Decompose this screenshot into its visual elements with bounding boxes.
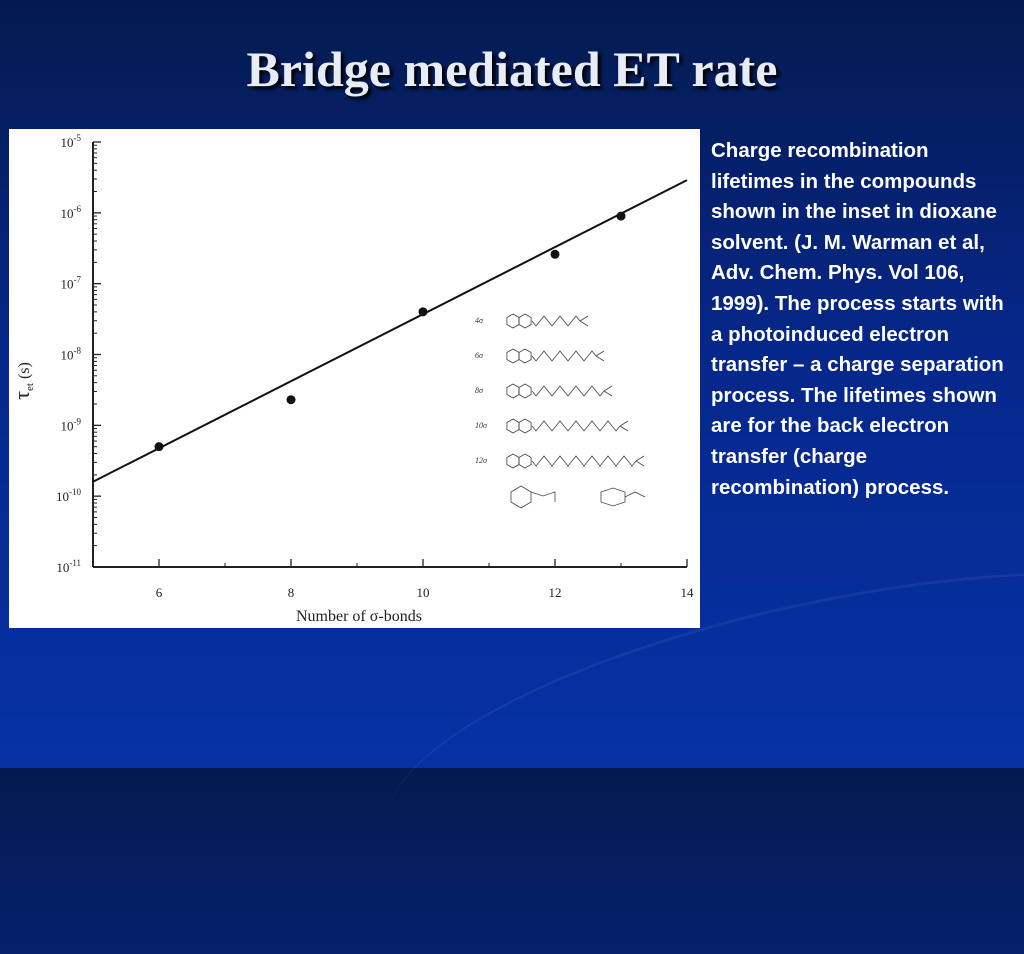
y-tick-label: 10-5	[61, 133, 82, 150]
data-point	[418, 307, 428, 317]
y-tick-label: 10-9	[61, 416, 82, 433]
inset-row-label: 10σ	[475, 421, 488, 430]
bridge-chain-icon	[531, 315, 581, 327]
y-tick-label: 10-11	[56, 558, 81, 575]
acceptor-cn-icon	[579, 315, 589, 327]
slide-title: Bridge mediated ET rate	[246, 41, 778, 97]
donor-ring-icon	[506, 383, 532, 399]
y-tick-label: 10-7	[61, 275, 82, 292]
partial-structure-left-icon	[510, 485, 556, 509]
chart-ticks: 10-5 10-6 10-7 10-8 10-9 10-10 10-11 6 8 10 12 14	[56, 133, 694, 600]
bridge-chain-icon	[531, 455, 637, 467]
data-point	[154, 442, 164, 452]
acceptor-cn-icon	[619, 420, 629, 432]
donor-ring-icon	[506, 453, 532, 469]
partial-structure-right-icon	[600, 487, 646, 507]
x-tick-label: 12	[549, 585, 562, 600]
x-tick-label: 10	[417, 585, 430, 600]
x-axis-title: Number of σ-bonds	[296, 608, 422, 625]
data-point	[616, 211, 626, 221]
chart-svg: 10-5 10-6 10-7 10-8 10-9 10-10 10-11 6 8 10 12 14 4…	[9, 133, 694, 625]
donor-ring-icon	[506, 348, 532, 364]
inset-row-label: 8σ	[475, 386, 484, 395]
data-point	[550, 249, 560, 259]
y-tick-label: 10-8	[61, 346, 82, 363]
bridge-chain-icon	[531, 350, 597, 362]
donor-ring-icon	[506, 313, 532, 329]
fit-line	[92, 179, 688, 483]
bridge-chain-icon	[531, 385, 605, 397]
caption-text: Charge recombination lifetimes in the co…	[711, 139, 1004, 499]
donor-ring-icon	[506, 418, 532, 434]
data-point	[286, 395, 296, 405]
data-points	[154, 211, 626, 452]
y-tick-label: 10-6	[61, 204, 82, 221]
bridge-chain-icon	[531, 420, 621, 432]
x-tick-label: 14	[681, 585, 695, 600]
chart-figure: 10-5 10-6 10-7 10-8 10-9 10-10 10-11 6 8 10 12 14 4…	[9, 129, 700, 628]
inset-row-label: 12σ	[475, 456, 488, 465]
y-tick-label: 10-10	[56, 487, 81, 504]
molecule-inset: 4σ 6σ 8σ 10σ 12σ	[475, 313, 646, 509]
acceptor-cn-icon	[595, 350, 605, 362]
y-axis-title: τet (s)	[9, 362, 36, 400]
inset-row-label: 6σ	[475, 351, 484, 360]
fit-line-group	[92, 179, 688, 483]
x-tick-label: 8	[288, 585, 295, 600]
acceptor-cn-icon	[603, 385, 613, 397]
acceptor-cn-icon	[635, 455, 645, 467]
inset-row-label: 4σ	[475, 316, 484, 325]
x-tick-label: 6	[156, 585, 163, 600]
